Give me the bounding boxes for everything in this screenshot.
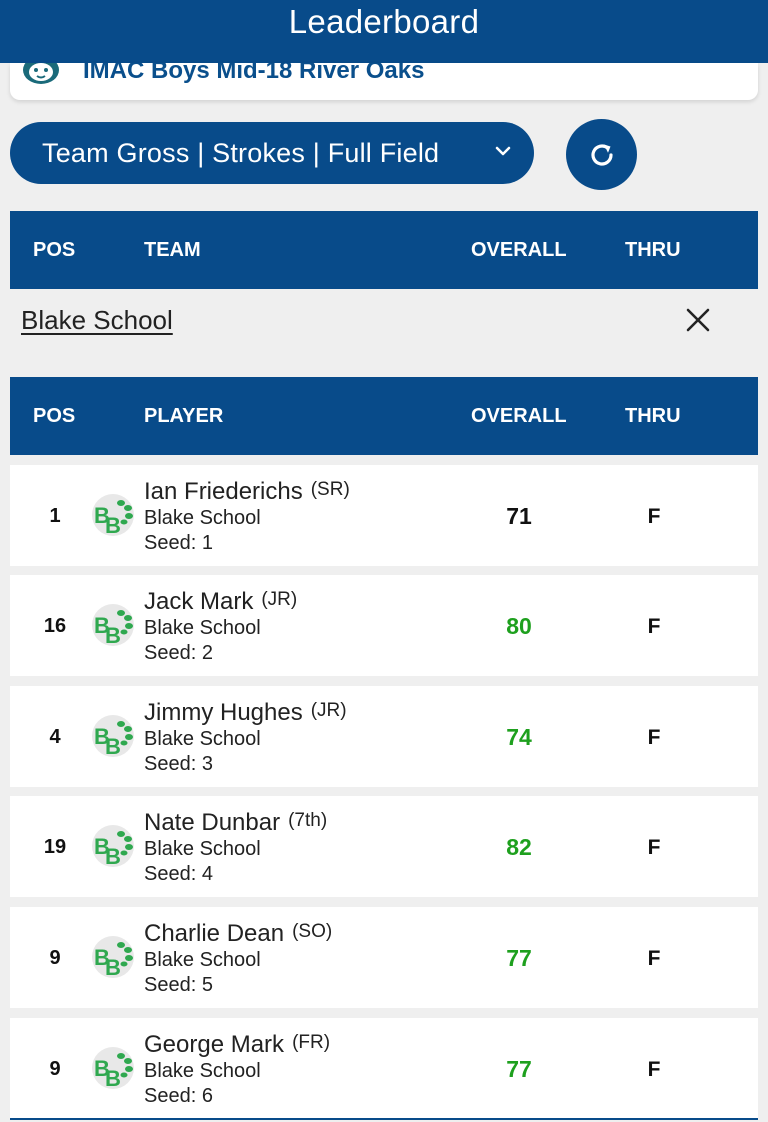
player-name-text: Nate Dunbar [144,809,281,836]
player-class: (SO) [292,921,333,942]
player-row[interactable]: 16 B B Jack Mark (JR) Blake School Seed: 2 80 F [10,575,758,676]
svg-text:B: B [105,734,121,758]
column-header-team[interactable]: TEAM [144,239,201,261]
svg-text:B: B [94,834,110,859]
svg-text:B: B [94,613,110,638]
svg-text:B: B [105,623,121,647]
player-thru: F [647,615,661,638]
player-position: 1 [49,505,61,527]
svg-text:B: B [105,513,121,537]
player-thru: F [647,1058,661,1081]
player-class: (SR) [310,479,350,500]
player-name-text: Jimmy Hughes [144,699,303,726]
player-table-header: POS PLAYER OVERALL THRU [10,377,758,455]
selected-team-link[interactable]: Blake School [21,305,173,335]
column-header-thru[interactable]: THRU [625,405,681,427]
page-title: Leaderboard [288,3,480,40]
player-row[interactable]: 1 B B Ian Friederichs (SR) Blake School Seed: … [10,465,758,566]
close-icon[interactable] [684,306,712,334]
player-position: 4 [49,726,61,748]
player-class: (JR) [310,700,347,721]
player-name[interactable]: Jimmy Hughes (JR) [144,699,347,727]
player-row[interactable]: 9 B B George Mark (FR) Blake School Seed: 6 77 F [10,1018,758,1119]
player-overall-score: 77 [506,945,532,971]
column-header-thru[interactable]: THRU [625,239,681,261]
player-seed: Seed: 6 [144,1085,213,1107]
player-position: 9 [49,947,61,969]
player-team: Blake School [144,728,261,750]
column-header-overall[interactable]: OVERALL [471,405,567,427]
player-name[interactable]: Charlie Dean (SO) [144,920,332,948]
player-name-text: George Mark [144,1031,285,1058]
refresh-button[interactable] [566,119,637,190]
view-selector-dropdown[interactable]: Team Gross | Strokes | Full Field [10,122,534,184]
player-overall-score: 74 [506,724,532,750]
player-name[interactable]: Nate Dunbar (7th) [144,809,327,837]
player-thru: F [647,726,661,749]
player-class: (FR) [292,1032,331,1053]
team-table-header: POS TEAM OVERALL THRU [10,211,758,289]
refresh-icon [590,143,613,166]
player-seed: Seed: 1 [144,532,213,554]
svg-text:B: B [105,955,121,979]
svg-text:B: B [94,1056,110,1081]
player-name[interactable]: Jack Mark (JR) [144,588,297,616]
svg-text:B: B [94,945,110,970]
player-overall-score: 80 [506,613,532,639]
svg-text:B: B [105,844,121,868]
svg-text:B: B [94,503,110,528]
divider [10,1118,758,1120]
svg-text:B: B [94,724,110,749]
player-team: Blake School [144,949,261,971]
player-position: 16 [43,615,67,637]
player-row[interactable]: 19 B B Nate Dunbar (7th) Blake School Seed: 4 8… [10,796,758,897]
player-class: (7th) [288,810,328,831]
player-position: 9 [49,1058,61,1080]
player-class: (JR) [261,589,298,610]
player-name-text: Jack Mark [144,588,254,615]
player-seed: Seed: 2 [144,642,213,664]
player-row[interactable]: 9 B B Charlie Dean (SO) Blake School Seed: 5 77… [10,907,758,1008]
player-seed: Seed: 3 [144,753,213,775]
player-thru: F [647,505,661,528]
player-thru: F [647,836,661,859]
chevron-down-icon [495,146,511,156]
column-header-overall[interactable]: OVERALL [471,239,567,261]
view-selector-label: Team Gross | Strokes | Full Field [42,137,440,168]
column-header-pos[interactable]: POS [33,239,76,261]
event-card[interactable]: IMAC Boys Mid-18 River Oaks [10,63,758,100]
player-name-text: Charlie Dean [144,920,285,947]
event-name: IMAC Boys Mid-18 River Oaks [83,63,425,84]
player-seed: Seed: 4 [144,863,213,885]
jaguar-logo-icon [23,63,59,84]
player-name[interactable]: George Mark (FR) [144,1031,330,1059]
player-overall-score: 77 [506,1056,532,1082]
player-thru: F [647,947,661,970]
column-header-player[interactable]: PLAYER [144,405,224,427]
player-position: 19 [43,836,67,858]
player-name-text: Ian Friederichs [144,478,303,505]
player-team: Blake School [144,617,261,639]
player-overall-score: 71 [506,503,532,529]
player-overall-score: 82 [506,834,532,860]
player-name[interactable]: Ian Friederichs (SR) [144,478,350,506]
player-row[interactable]: 4 B B Jimmy Hughes (JR) Blake School Seed: 3 74… [10,686,758,787]
player-seed: Seed: 5 [144,974,213,996]
column-header-pos[interactable]: POS [33,405,76,427]
player-team: Blake School [144,1060,261,1082]
app-header: Leaderboard [0,0,768,63]
player-team: Blake School [144,838,261,860]
player-team: Blake School [144,507,261,529]
svg-text:B: B [105,1066,121,1090]
team-filter-row: Blake School [10,290,758,350]
